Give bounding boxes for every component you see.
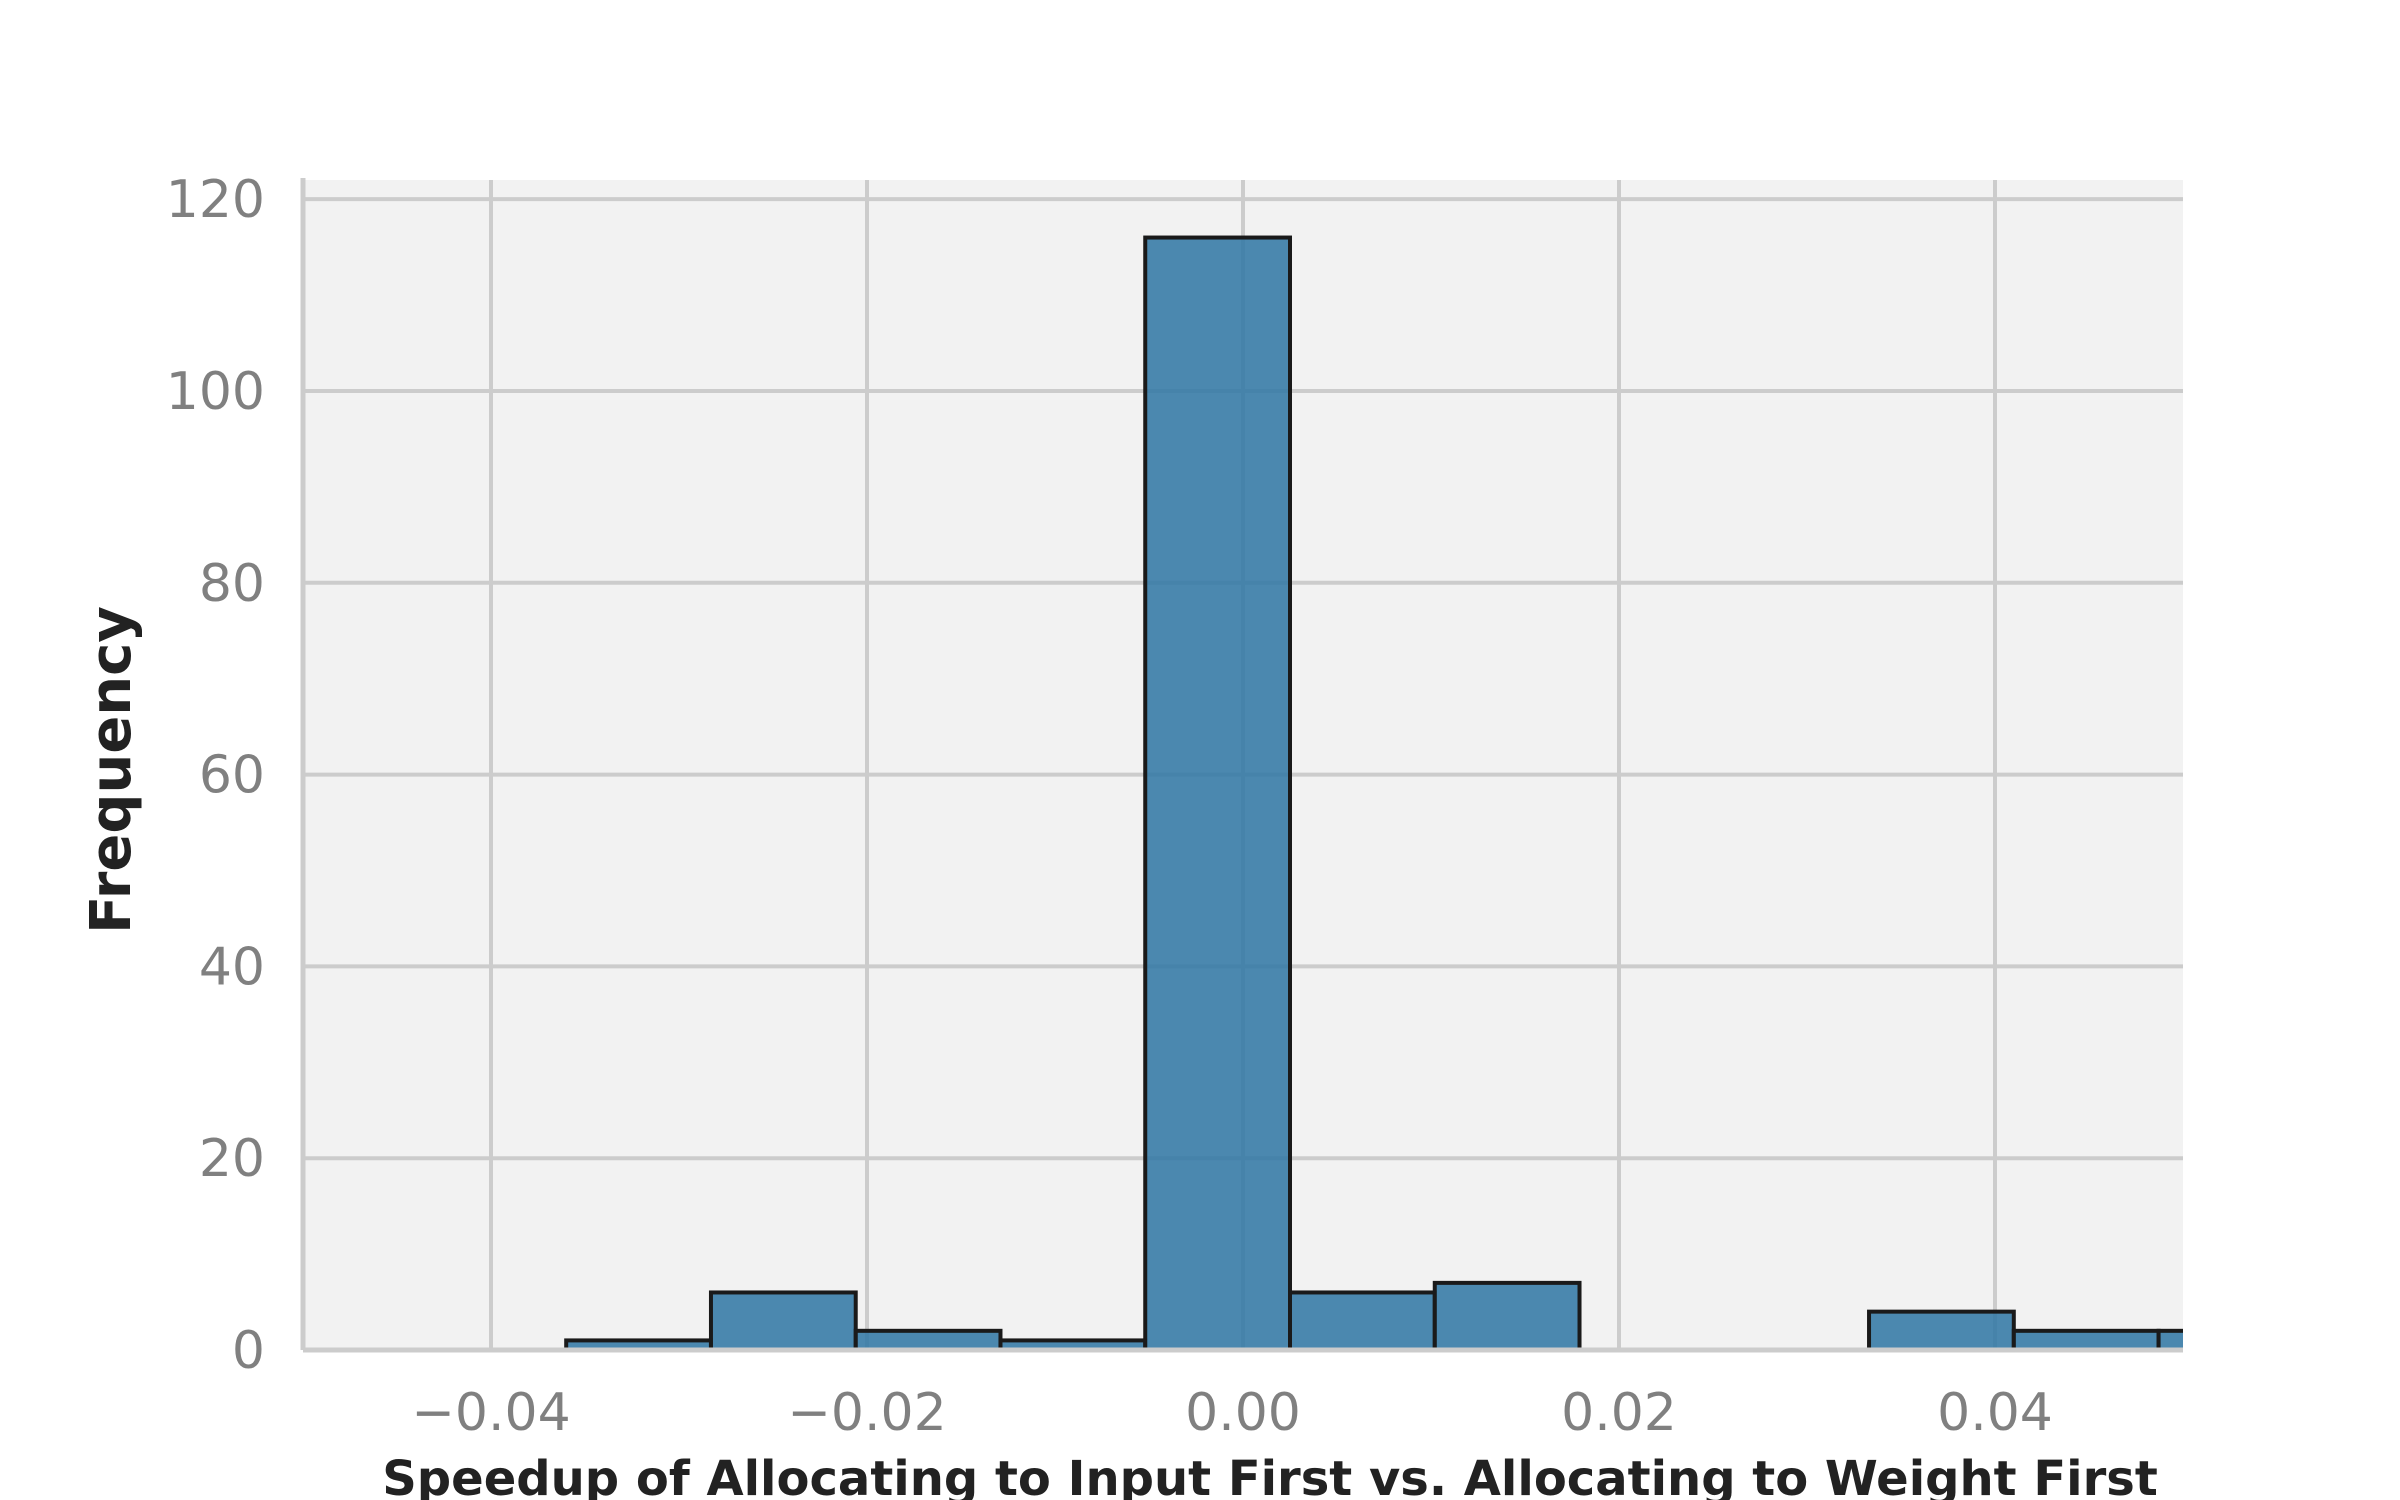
x-axis-label: Speedup of Allocating to Input First vs.… <box>382 1451 2158 1500</box>
y-tick-label: 120 <box>166 170 265 230</box>
histogram-bar <box>1432 1280 1582 1350</box>
axes <box>300 178 2183 1353</box>
y-tick-label: 0 <box>232 1321 265 1381</box>
x-tick-label: 0.04 <box>1937 1383 2053 1443</box>
histogram-bar <box>1867 1309 2016 1350</box>
histogram-bar <box>708 1290 858 1350</box>
histogram-bar <box>2156 1328 2183 1350</box>
y-axis-label: Frequency <box>79 606 144 934</box>
x-tick-label: 0.02 <box>1561 1383 1677 1443</box>
histogram-bar <box>853 1328 1003 1350</box>
histogram-bar <box>2011 1328 2161 1350</box>
x-tick-label: −0.02 <box>787 1383 946 1443</box>
histogram-bars <box>564 235 2183 1350</box>
y-tick-label: 60 <box>199 746 265 806</box>
y-tick-label: 20 <box>199 1129 265 1189</box>
x-tick-label: −0.04 <box>411 1383 570 1443</box>
tick-labels: −0.04 −0.02 0.00 0.02 0.04 0 20 40 60 80 100 120 <box>166 170 2053 1443</box>
y-tick-label: 40 <box>199 937 265 997</box>
histogram-bar <box>1143 235 1292 1350</box>
y-tick-label: 80 <box>199 554 265 614</box>
x-tick-label: 0.00 <box>1185 1383 1301 1443</box>
histogram-bar <box>1288 1290 1437 1350</box>
y-tick-label: 100 <box>166 362 265 422</box>
